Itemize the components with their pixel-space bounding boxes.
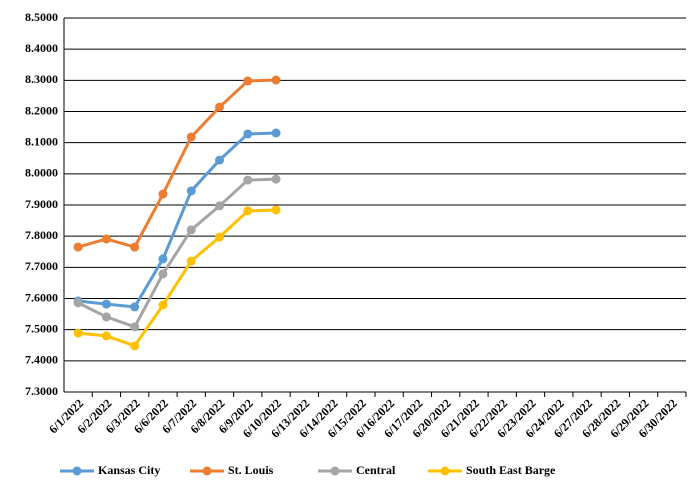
point (243, 129, 253, 139)
point (271, 174, 281, 184)
point (186, 132, 196, 142)
series-line (77, 208, 277, 348)
point (215, 232, 224, 242)
legend-label: Central (356, 463, 396, 477)
point (158, 254, 168, 264)
legend-marker (330, 466, 340, 476)
y-tick-label: 7.8000 (25, 228, 58, 242)
y-tick-label: 8.2000 (25, 103, 58, 117)
legend-label: South East Barge (466, 463, 556, 477)
point (101, 312, 111, 322)
point (271, 205, 281, 215)
point (271, 75, 281, 85)
y-tick-label: 7.7000 (25, 259, 58, 273)
y-tick-label: 7.3000 (25, 384, 58, 398)
legend-marker (72, 466, 82, 476)
point (73, 328, 83, 338)
point (186, 225, 196, 235)
point (271, 128, 281, 138)
y-tick-label: 8.0000 (25, 166, 58, 180)
y-tick-label: 8.3000 (25, 72, 58, 86)
y-tick-label: 8.4000 (25, 41, 58, 55)
legend-marker (440, 466, 450, 476)
y-tick-label: 7.6000 (25, 290, 58, 304)
point (130, 322, 140, 332)
point (243, 76, 253, 86)
series-line (77, 78, 277, 249)
y-tick-label: 7.9000 (25, 197, 58, 211)
point (158, 189, 168, 199)
point (186, 186, 196, 196)
legend-label: Kansas City (98, 463, 160, 477)
point (101, 299, 111, 309)
y-tick-label: 7.4000 (25, 353, 58, 367)
point (186, 256, 196, 266)
y-tick-label: 8.5000 (25, 10, 58, 24)
point (130, 302, 140, 312)
point (158, 269, 168, 279)
point (215, 155, 224, 165)
series-line (77, 131, 277, 309)
point (130, 242, 140, 252)
legend-marker (202, 466, 212, 476)
y-tick-label: 7.5000 (25, 321, 58, 335)
point (158, 300, 168, 310)
y-tick-label: 8.1000 (25, 134, 58, 148)
point (101, 331, 111, 341)
series-line (77, 177, 277, 329)
point (215, 102, 224, 112)
point (243, 206, 253, 216)
point (101, 234, 111, 244)
point (73, 242, 83, 252)
point (243, 175, 253, 185)
point (73, 298, 83, 308)
point (215, 201, 224, 211)
legend-label: St. Louis (228, 463, 274, 477)
point (130, 341, 140, 351)
